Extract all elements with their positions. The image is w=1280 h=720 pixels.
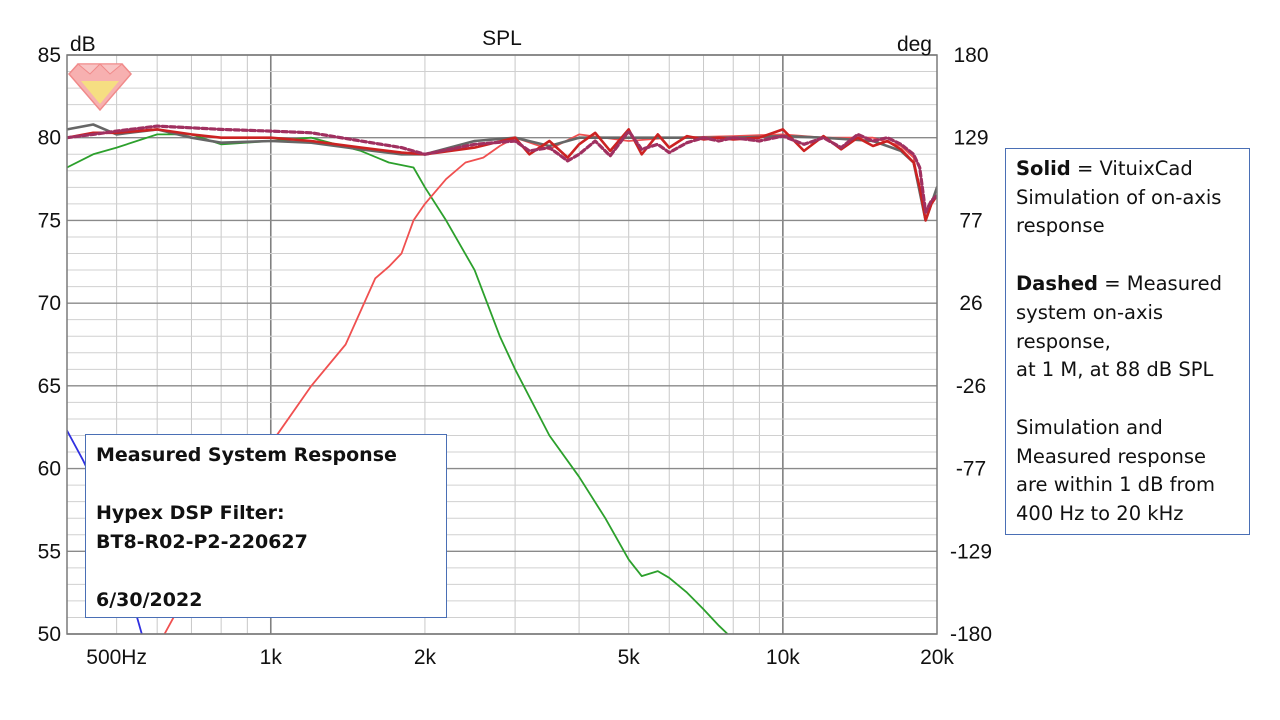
dashed-keyword: Dashed	[1016, 272, 1099, 296]
filter-label: Hypex DSP Filter:	[96, 502, 285, 524]
summary-text-1: Simulation and	[1016, 415, 1163, 439]
summary-text-4: 400 Hz to 20 kHz	[1016, 502, 1184, 526]
y2-tick-label: 180	[953, 44, 988, 67]
y2-tick-label: 77	[959, 209, 982, 232]
y2-tick-label: 26	[959, 292, 982, 315]
summary-text-3: are within 1 dB from	[1016, 473, 1216, 497]
solid-text-2: Simulation of on-axis	[1016, 185, 1222, 209]
y-axis-left-ticks: 85 80 75 70 65 60 55 50	[38, 44, 61, 646]
logo-icon	[68, 63, 132, 112]
y-tick-label: 55	[38, 540, 61, 563]
y-tick-label: 65	[38, 375, 61, 398]
x-tick-label: 20k	[920, 646, 954, 669]
y-axis-right-unit: deg	[897, 33, 932, 56]
y-tick-label: 50	[38, 623, 61, 646]
series-group	[67, 123, 937, 634]
chart-title: SPL	[482, 27, 522, 50]
x-axis-ticks: 500Hz 1k 2k 5k 10k 20k	[86, 646, 954, 669]
y2-tick-label: -77	[956, 458, 986, 481]
y2-tick-label: -26	[956, 375, 986, 398]
dashed-text-4: at 1 M, at 88 dB SPL	[1016, 358, 1214, 382]
x-tick-label: 1k	[260, 646, 283, 669]
series-line-6	[67, 124, 937, 214]
dashed-legend-line: Dashed = Measured	[1016, 270, 1239, 299]
y-tick-label: 60	[38, 458, 61, 481]
measurement-date: 6/30/2022	[96, 589, 203, 611]
y-axis-right-ticks: 180 129 77 26 -26 -77 -129 -180	[950, 44, 992, 646]
solid-legend-line: Solid = VituixCad	[1016, 155, 1239, 184]
series-line-1	[67, 133, 729, 634]
y2-tick-label: -180	[950, 623, 992, 646]
x-tick-label: 10k	[766, 646, 800, 669]
x-tick-label: 500Hz	[86, 646, 147, 669]
legend-note-box: Solid = VituixCad Simulation of on-axis …	[1005, 148, 1250, 535]
solid-keyword: Solid	[1016, 157, 1071, 180]
series-line-5	[67, 128, 937, 222]
dashed-text-2: system on-axis	[1016, 300, 1164, 324]
system-info-box: Measured System Response Hypex DSP Filte…	[85, 434, 447, 618]
dashed-text-1: = Measured	[1098, 272, 1223, 296]
x-tick-label: 5k	[618, 646, 641, 669]
solid-text-1: = VituixCad	[1070, 157, 1193, 180]
plot-frame	[66, 54, 938, 635]
info-title: Measured System Response	[96, 444, 397, 466]
y-tick-label: 70	[38, 292, 61, 315]
summary-text-2: Measured response	[1016, 444, 1207, 468]
filter-name: BT8-R02-P2-220627	[96, 531, 308, 553]
y2-tick-label: 129	[953, 127, 988, 150]
dashed-text-3: response,	[1016, 329, 1111, 353]
y-tick-label: 80	[38, 127, 61, 150]
solid-text-3: response	[1016, 214, 1105, 238]
y-tick-label: 75	[38, 209, 61, 232]
y-tick-label: 85	[38, 44, 61, 67]
x-tick-label: 2k	[414, 646, 437, 669]
y2-tick-label: -129	[950, 540, 992, 563]
y-axis-left-unit: dB	[70, 33, 96, 56]
